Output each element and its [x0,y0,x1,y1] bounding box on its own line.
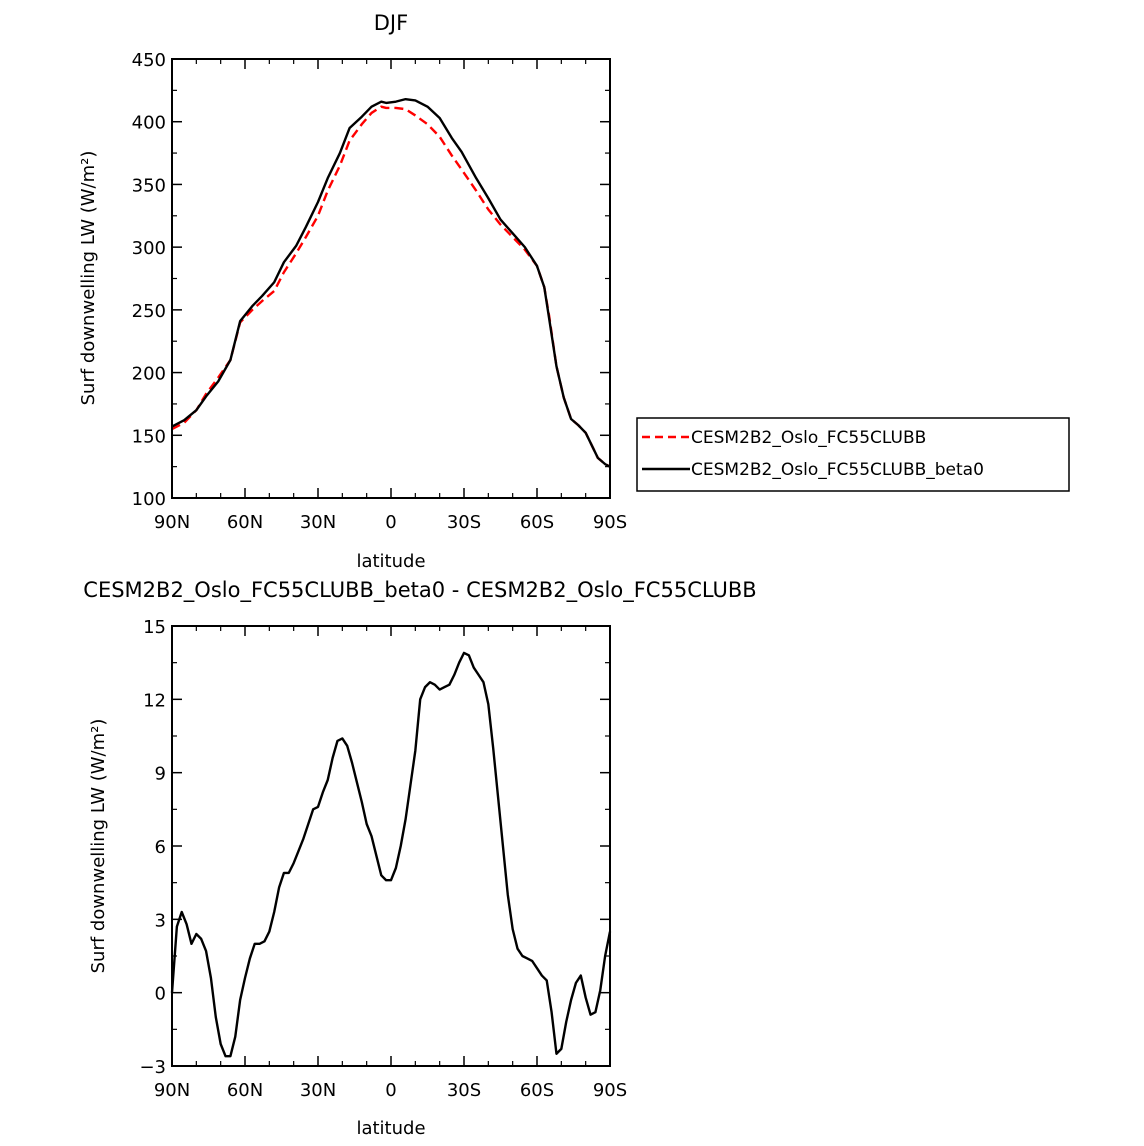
y-tick-label: 0 [155,984,166,1005]
x-tick-label: 0 [385,1080,396,1101]
y-tick-label: 100 [132,489,166,510]
panel-title: DJF [374,11,408,35]
panel-difference: CESM2B2_Oslo_FC55CLUBB_beta0 - CESM2B2_O… [83,578,756,1139]
y-tick-label: 12 [143,690,166,711]
legend: CESM2B2_Oslo_FC55CLUBB CESM2B2_Oslo_FC55… [636,417,1070,492]
x-tick-label: 0 [385,512,396,533]
x-tick-label: 60S [520,1080,554,1101]
y-tick-label: 6 [155,837,166,858]
plot-frame [171,58,611,499]
y-tick-label: 200 [132,364,166,385]
x-tick-label: 90N [154,512,190,533]
legend-box [636,417,1070,492]
y-tick-label: 450 [132,50,166,71]
y-tick-label: 350 [132,175,166,196]
y-tick-label: 250 [132,301,166,322]
x-tick-label: 90S [593,512,627,533]
panel-djf: DJF 90N 60N 30N 0 30S 60S 90S 100 150 200 250 300 35… [78,11,1070,572]
y-tick-label: 300 [132,238,166,259]
x-tick-label: 30S [447,512,481,533]
y-tick-label: −3 [139,1057,166,1078]
x-tick-label: 60S [520,512,554,533]
y-tick-label: 3 [155,910,166,931]
legend-label-beta0: CESM2B2_Oslo_FC55CLUBB_beta0 [691,460,984,480]
x-axis-label: latitude [356,551,425,572]
plot-frame [171,625,611,1067]
series-line-cesm2b2-oslo-fc55clubb-beta0 [171,97,611,468]
x-axis-label: latitude [356,1118,425,1139]
x-tick-label: 30N [300,512,336,533]
y-axis-label: Surf downwelling LW (W/m²) [88,719,109,974]
x-tick-label: 30N [300,1080,336,1101]
legend-label-cesm: CESM2B2_Oslo_FC55CLUBB [691,428,926,448]
y-tick-label: 150 [132,426,166,447]
x-tick-label: 60N [227,512,263,533]
x-tick-label: 90N [154,1080,190,1101]
series-line-difference [170,651,612,1058]
y-tick-label: 15 [143,617,166,638]
panel-title: CESM2B2_Oslo_FC55CLUBB_beta0 - CESM2B2_O… [83,578,756,603]
x-tick-label: 30S [447,1080,481,1101]
y-axis-label: Surf downwelling LW (W/m²) [78,151,99,406]
x-tick-label: 60N [227,1080,263,1101]
x-tick-label: 90S [593,1080,627,1101]
y-tick-label: 400 [132,113,166,134]
y-tick-label: 9 [155,764,166,785]
